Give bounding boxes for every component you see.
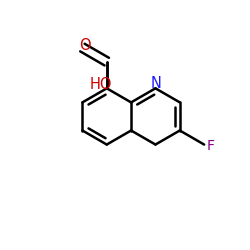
Text: F: F [206,139,214,153]
Text: HO: HO [90,77,112,92]
Text: O: O [79,38,91,53]
Text: N: N [151,76,162,92]
